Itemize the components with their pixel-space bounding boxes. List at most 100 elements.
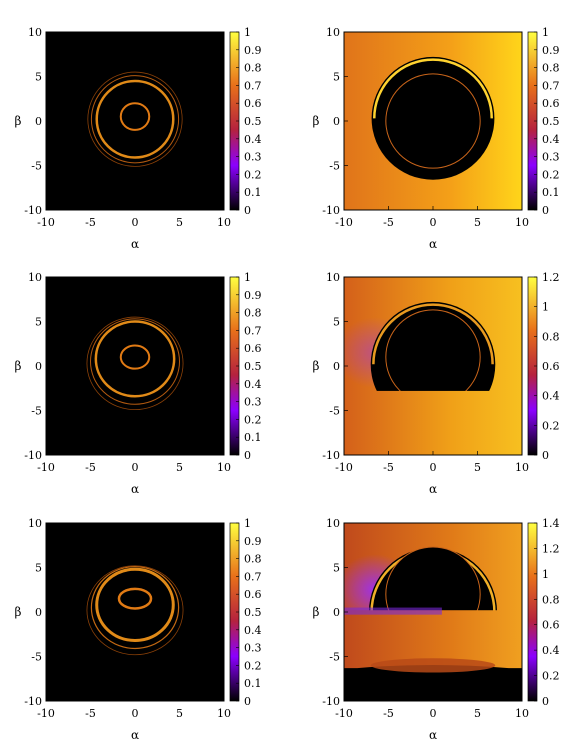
plot-area [46, 277, 224, 455]
colorbar-tick-label: 0.1 [244, 186, 262, 199]
x-tick-label: 0 [430, 707, 437, 720]
x-tick-label: -5 [85, 461, 96, 474]
shadow-disk [385, 73, 481, 169]
plot-background [46, 277, 224, 455]
y-tick-label: -5 [329, 651, 340, 664]
y-axis-label: β [313, 114, 320, 128]
x-tick-label: -10 [37, 461, 55, 474]
y-tick-label: 0 [35, 360, 42, 373]
x-tick-label: -10 [335, 216, 353, 229]
y-tick-label: -5 [31, 160, 42, 173]
colorbar-tick-label: 1 [542, 26, 549, 39]
colorbar-tick-label: 0.3 [244, 151, 262, 164]
y-tick-label: -10 [322, 695, 340, 708]
colorbar-tick-label: 0.9 [244, 535, 262, 548]
photon-ring-1 [117, 587, 153, 610]
x-tick-label: 10 [217, 216, 231, 229]
colorbar-tick-label: 0.8 [244, 553, 262, 566]
colorbar-tick-label: 0.2 [542, 419, 560, 432]
colorbar-tick-label: 0.9 [244, 44, 262, 57]
colorbar-tick-label: 0 [542, 204, 549, 217]
photon-ring-3 [90, 318, 180, 405]
photon-ring-3 [90, 566, 180, 650]
colorbar-tick-label: 0.8 [244, 62, 262, 75]
lower-emission [344, 390, 522, 455]
photon-ring-3 [90, 75, 180, 164]
colorbar-tick-label: 0.3 [244, 396, 262, 409]
y-tick-label: 5 [35, 71, 42, 84]
x-tick-label: 0 [132, 461, 139, 474]
colorbar-tick-label: 0.2 [244, 659, 262, 672]
x-axis-label: α [429, 237, 437, 251]
colorbar-tick-label: 0 [542, 449, 549, 462]
colorbar-tick-label: 1.2 [542, 542, 560, 555]
y-tick-label: 5 [333, 71, 340, 84]
y-tick-label: -10 [24, 449, 42, 462]
y-tick-label: 5 [333, 562, 340, 575]
colorbar-tick-label: 0.8 [542, 62, 560, 75]
colorbar-tick-label: 0.1 [542, 186, 560, 199]
x-tick-label: 5 [176, 707, 183, 720]
photon-ring-2 [95, 567, 175, 642]
x-tick-label: -5 [383, 461, 394, 474]
colorbar-tick-label: 0.1 [244, 677, 262, 690]
x-tick-label: 10 [515, 461, 529, 474]
y-axis-label: β [313, 605, 320, 619]
y-tick-label: 10 [28, 517, 42, 530]
x-axis-label: α [429, 482, 437, 496]
colorbar-tick-label: 0.6 [542, 360, 560, 373]
y-tick-label: 0 [333, 115, 340, 128]
x-tick-label: -10 [335, 707, 353, 720]
y-tick-label: -5 [31, 405, 42, 418]
lower-glow [370, 658, 496, 673]
plot-background [46, 523, 224, 701]
y-tick-label: -10 [24, 204, 42, 217]
y-axis-label: β [15, 114, 22, 128]
x-axis-label: α [131, 728, 139, 742]
panel-2: -10 -5 0 5 10-10-50510αβ00.10.20.30.40.50.60… [313, 26, 560, 251]
colorbar-tick-label: 0.3 [542, 151, 560, 164]
colorbar-tick-label: 0 [244, 449, 251, 462]
colorbar-tick-label: 1 [244, 517, 251, 530]
colorbar-tick-label: 0.5 [542, 115, 560, 128]
x-tick-label: 5 [176, 461, 183, 474]
colorbar-tick-label: 0.6 [244, 342, 262, 355]
panel-1: -10 -5 0 5 10-10-50510αβ00.10.20.30.40.50.60… [15, 26, 262, 251]
colorbar-tick-label: 0.8 [542, 593, 560, 606]
colorbar-tick-label: 0.4 [244, 378, 262, 391]
y-tick-label: -10 [322, 204, 340, 217]
colorbar [527, 522, 538, 702]
colorbar-tick-label: 0.2 [542, 168, 560, 181]
colorbar-tick-label: 0.4 [542, 644, 560, 657]
lower-shadow [344, 664, 522, 701]
y-axis-label: β [15, 605, 22, 619]
panel-5: -10 -5 0 5 10-10-50510αβ00.10.20.30.40.50.60… [15, 517, 262, 742]
colorbar-tick-label: 0.2 [244, 168, 262, 181]
colorbar-tick-label: 1.4 [542, 517, 560, 530]
colorbar-tick-label: 0.6 [244, 588, 262, 601]
x-tick-label: -10 [335, 461, 353, 474]
y-tick-label: 0 [35, 115, 42, 128]
purple-band [344, 607, 442, 615]
colorbar-tick-label: 0 [542, 695, 549, 708]
y-tick-label: -10 [24, 695, 42, 708]
plot-area [46, 32, 224, 210]
colorbar-tick-label: 1 [244, 271, 251, 284]
colorbar-tick-label: 0.5 [244, 360, 262, 373]
x-tick-label: -10 [37, 707, 55, 720]
x-tick-label: -5 [383, 707, 394, 720]
photon-ring-4 [86, 316, 184, 411]
y-tick-label: 0 [333, 360, 340, 373]
colorbar-tick-label: 0.4 [542, 133, 560, 146]
y-tick-label: -10 [322, 449, 340, 462]
x-tick-label: 10 [217, 707, 231, 720]
colorbar-tick-label: 0.6 [244, 97, 262, 110]
y-tick-label: 10 [326, 517, 340, 530]
x-tick-label: -5 [383, 216, 394, 229]
x-axis-label: α [429, 728, 437, 742]
colorbar-tick-label: 0.6 [542, 619, 560, 632]
colorbar-tick-label: 0 [244, 695, 251, 708]
colorbar-tick-label: 1.2 [542, 271, 560, 284]
colorbar-tick-label: 0.1 [244, 431, 262, 444]
